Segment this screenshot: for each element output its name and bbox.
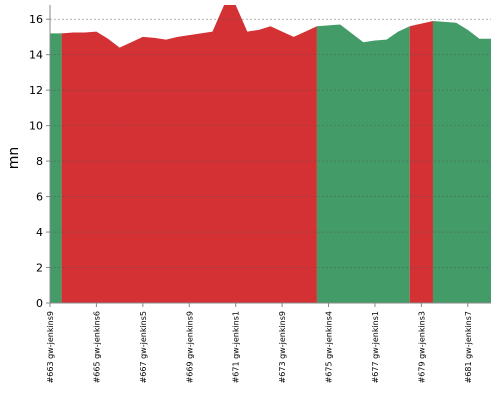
y-tick-label: 12 <box>29 84 43 97</box>
y-tick-label: 0 <box>36 297 43 310</box>
x-tick-label: #667 gw-jenkins5 <box>139 311 148 383</box>
x-tick-label: #679 gw-jenkins3 <box>417 311 426 383</box>
y-tick-label: 2 <box>36 262 43 275</box>
y-tick-label: 14 <box>29 49 43 62</box>
area-segment-success <box>316 24 410 303</box>
y-tick-label: 10 <box>29 120 43 133</box>
y-tick-label: 6 <box>36 191 43 204</box>
x-tick-label: #671 gw-jenkins1 <box>232 311 241 383</box>
area-segment-success <box>50 33 62 303</box>
x-tick-label: #677 gw-jenkins1 <box>371 311 380 383</box>
y-tick-label: 4 <box>36 226 43 239</box>
x-tick-label: #663 gw-jenkins9 <box>46 311 55 383</box>
x-tick-label: #675 gw-jenkins4 <box>325 311 334 383</box>
x-axis: #663 gw-jenkins9 #665 gw-jenkins6 #667 gw-… <box>46 302 491 383</box>
y-axis: 0 2 4 6 8 10 12 14 16 <box>29 5 51 310</box>
grid-lines <box>50 18 491 268</box>
y-tick-label: 8 <box>36 155 43 168</box>
y-axis-label: mn <box>6 147 22 170</box>
y-tick-label: 16 <box>29 13 43 26</box>
x-tick-label: #673 gw-jenkins9 <box>278 311 287 383</box>
area-segment-failure <box>409 20 433 304</box>
x-tick-label: #665 gw-jenkins6 <box>92 311 101 383</box>
x-tick-label: #681 gw-jenkins7 <box>464 311 473 383</box>
area-segment-success <box>432 20 491 304</box>
plot-area <box>50 5 491 304</box>
x-tick-label: #669 gw-jenkins9 <box>185 311 194 383</box>
area-segment-failure <box>61 5 317 303</box>
